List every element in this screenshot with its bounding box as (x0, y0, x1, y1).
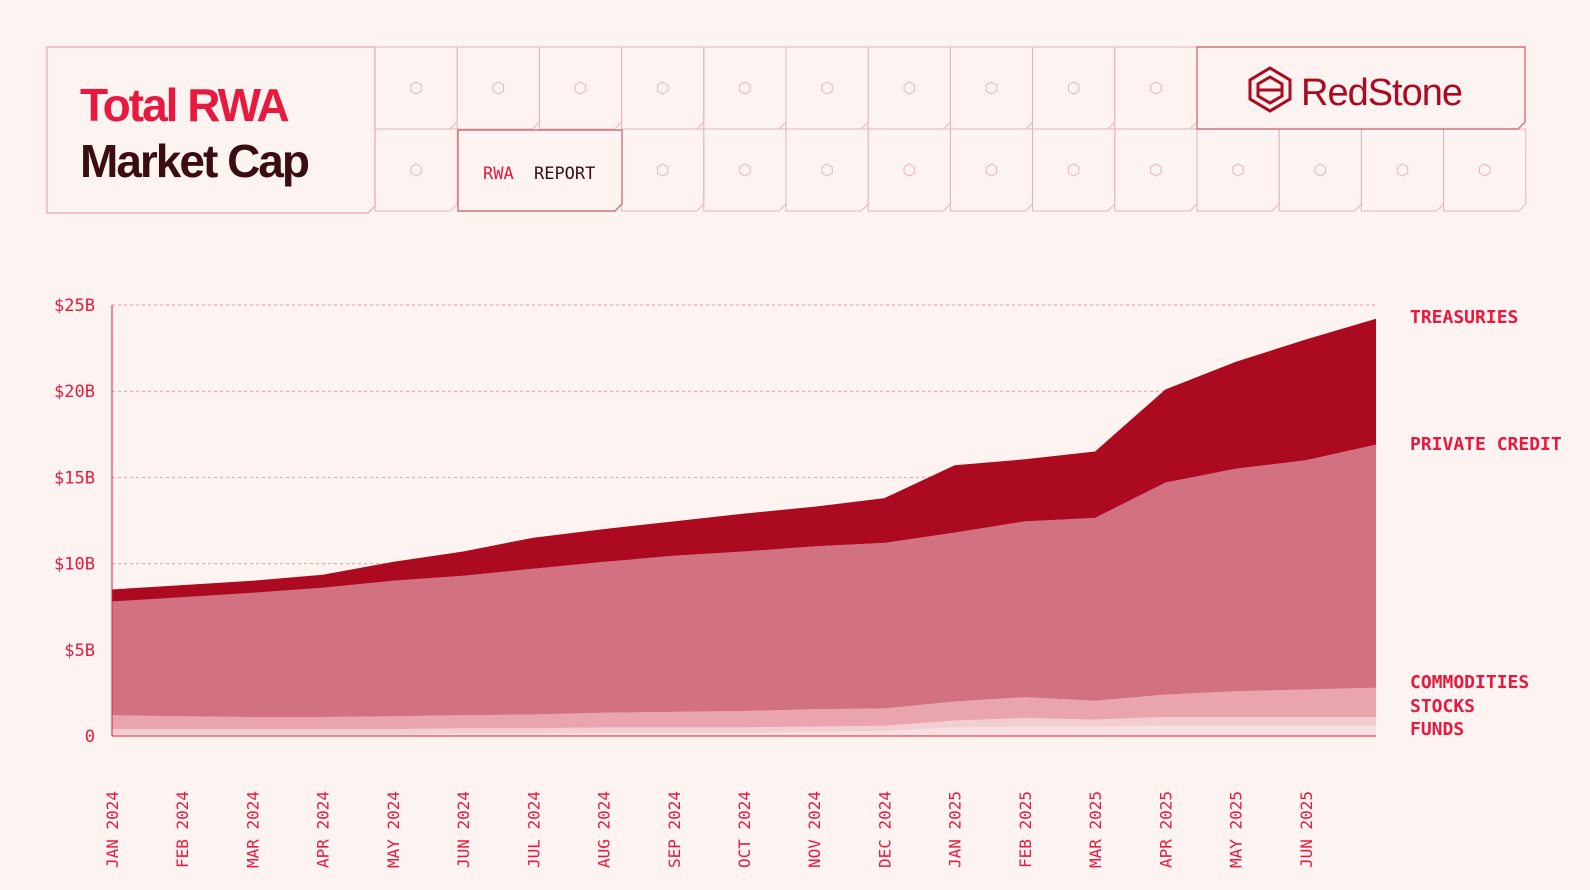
hexagon-icon (985, 81, 998, 95)
hexagon-icon (1396, 163, 1409, 177)
title-line-1: Total RWA (80, 79, 289, 131)
hexagon-icon (1068, 163, 1080, 177)
grid-cell (1032, 128, 1116, 212)
series-label-private-credit: PRIVATE CREDIT (1410, 434, 1562, 455)
stacked-areas (112, 318, 1376, 736)
grid-cell (949, 46, 1034, 130)
area-private-credit (112, 444, 1376, 717)
x-tick-label: NOV 2024 (805, 791, 824, 868)
x-tick-label: APR 2025 (1156, 791, 1175, 868)
x-tick-label: MAR 2025 (1086, 791, 1105, 868)
y-tick-label: $5B (64, 641, 95, 661)
hexagon-icon (739, 163, 751, 177)
title-line-2: Market Cap (80, 135, 309, 187)
area-treasuries (112, 318, 1376, 602)
grid-cell (1196, 128, 1280, 212)
grid-cell (703, 128, 787, 212)
grid-cell (456, 46, 540, 130)
grid-cell (538, 46, 623, 130)
x-tick-label: FEB 2025 (1016, 791, 1035, 868)
x-tick-label: OCT 2024 (735, 791, 754, 868)
grid-cell (1114, 46, 1198, 130)
grid-cell (1032, 46, 1116, 130)
series-label-commodities: COMMODITIES (1410, 672, 1529, 693)
y-axis-labels: 0 $5B $10B $15B $20B $25B (54, 296, 95, 747)
x-tick-label: SEP 2024 (665, 791, 684, 868)
y-tick-label: $25B (54, 296, 95, 316)
header-banner: Total RWA Market Cap RWA REPORT RedStone (46, 46, 1527, 214)
hexagon-icon (410, 81, 422, 95)
x-tick-label: JUN 2025 (1297, 791, 1316, 868)
hexagon-icon (903, 81, 915, 95)
title-panel (46, 46, 376, 214)
report-tag-prefix: RWA (483, 164, 514, 184)
x-tick-label: MAR 2024 (243, 791, 262, 868)
grid-cell (703, 46, 787, 130)
grid-cell (374, 128, 458, 212)
y-tick-label: $20B (54, 382, 95, 402)
x-tick-label: APR 2024 (314, 791, 333, 868)
grid-cell (621, 46, 705, 130)
hexagon-icon (1150, 163, 1162, 177)
report-tag-suffix: REPORT (534, 164, 595, 184)
y-tick-label: $10B (54, 555, 95, 575)
y-tick-label: $15B (54, 468, 95, 488)
chart: 0 $5B $10B $15B $20B $25B JAN 2024 FEB 2024 MAR… (54, 296, 1562, 868)
x-tick-label: MAY 2025 (1227, 791, 1246, 868)
x-tick-label: JUN 2024 (454, 791, 473, 868)
hexagon-icon (410, 163, 422, 177)
grid-cell (1360, 128, 1445, 212)
x-tick-label: FEB 2024 (173, 791, 192, 868)
area-funds (112, 725, 1376, 736)
hexagon-icon (739, 81, 751, 95)
x-tick-label: JAN 2024 (103, 791, 122, 868)
area-stocks (112, 717, 1376, 735)
x-tick-label: AUG 2024 (595, 791, 614, 868)
x-axis-labels: JAN 2024 FEB 2024 MAR 2024 APR 2024 MAY 2024… (103, 791, 1316, 868)
hexagon-icon (903, 163, 915, 177)
hexagon-icon (1314, 163, 1326, 177)
logo-text: RedStone (1301, 72, 1462, 114)
grid-cell (949, 128, 1034, 212)
grid-cell (1114, 128, 1198, 212)
x-tick-label: DEC 2024 (875, 791, 894, 868)
hexagon-icon (821, 81, 833, 95)
series-label-treasuries: TREASURIES (1410, 307, 1518, 328)
hexagon-icon (985, 163, 998, 177)
grid-cell (785, 46, 869, 130)
grid-cell (1443, 128, 1527, 212)
grid-cell (867, 128, 951, 212)
hexagon-icon (657, 81, 669, 95)
y-tick-label: 0 (85, 727, 95, 747)
grid-cell (785, 128, 869, 212)
hexagon-icon (1479, 163, 1491, 177)
hexagon-icon (492, 81, 504, 95)
grid-cell (621, 128, 705, 212)
hexagon-icon (1068, 81, 1080, 95)
series-label-funds: FUNDS (1410, 719, 1464, 740)
hexagon-icon (1232, 163, 1244, 177)
logo-panel (1196, 46, 1526, 130)
svg-text:RWA REPORT: RWA REPORT (483, 164, 595, 184)
grid-cell (1278, 128, 1362, 212)
series-label-stocks: STOCKS (1410, 696, 1475, 717)
hexagon-icon (657, 163, 669, 177)
x-tick-label: MAY 2024 (384, 791, 403, 868)
area-commodities (112, 687, 1376, 730)
report-tag (457, 129, 623, 212)
hexagon-icon (1150, 81, 1162, 95)
x-tick-label: JUL 2024 (524, 791, 543, 868)
hexagon-icon (574, 81, 587, 95)
hexagon-icon (821, 163, 833, 177)
redstone-logo-icon (1248, 66, 1292, 113)
grid-cell (867, 46, 951, 130)
x-tick-label: JAN 2025 (946, 791, 965, 868)
grid-cell (374, 46, 458, 130)
